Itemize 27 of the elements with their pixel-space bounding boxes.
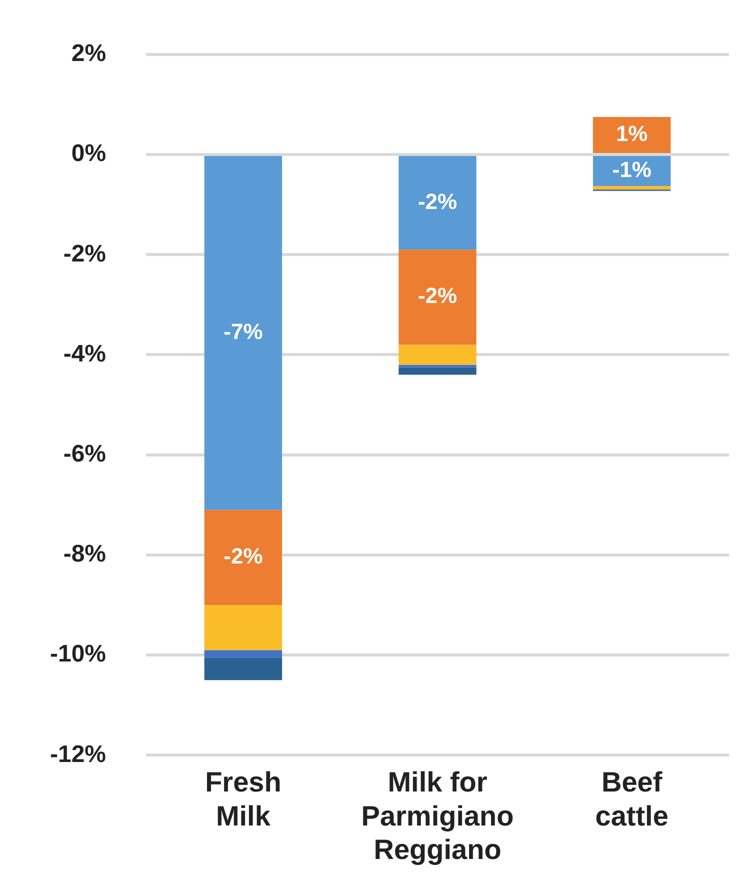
data-label: -1%	[612, 157, 652, 182]
bar	[204, 650, 282, 658]
bar	[398, 344, 476, 365]
bar	[398, 367, 476, 375]
bar	[592, 116, 671, 154]
bar	[398, 250, 476, 345]
data-label: -2%	[224, 544, 263, 569]
data-label: -2%	[418, 283, 458, 308]
data-label: -2%	[418, 188, 458, 214]
bar	[592, 186, 671, 190]
y-tick-label: -4%	[63, 340, 106, 368]
data-label: -7%	[224, 319, 263, 344]
y-tick-label: -10%	[50, 640, 106, 668]
bar	[398, 364, 476, 368]
x-tick-label: Fresh Milk	[205, 766, 282, 832]
x-tick-label: Beef cattle	[595, 766, 668, 832]
y-tick-label: -2%	[63, 240, 106, 268]
data-label: 1%	[616, 121, 648, 146]
y-tick-label: -8%	[63, 540, 106, 568]
y-tick-label: -6%	[63, 440, 106, 468]
y-tick-label: -12%	[50, 740, 106, 768]
bar	[204, 510, 282, 606]
y-tick-label: 0%	[71, 140, 106, 168]
bar	[204, 658, 282, 680]
bar	[204, 605, 282, 650]
y-tick-label: 2%	[71, 40, 106, 68]
x-tick-label: Milk for Parmigiano Reggiano	[361, 766, 514, 865]
